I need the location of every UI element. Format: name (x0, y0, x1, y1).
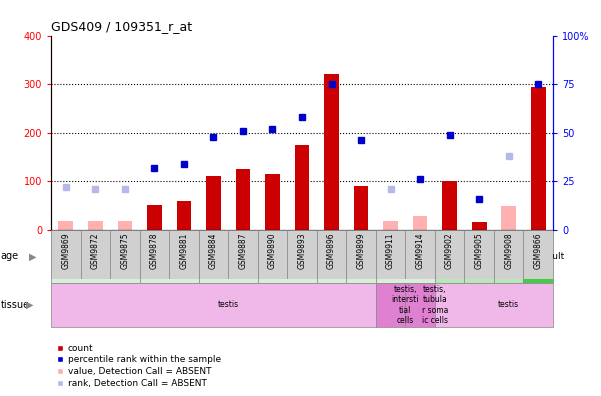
Bar (346, 230, 376, 283)
Text: GSM9890: GSM9890 (268, 232, 277, 269)
Text: GSM9875: GSM9875 (120, 232, 129, 269)
Text: GSM9893: GSM9893 (297, 232, 307, 269)
Bar (147, 206, 162, 230)
Bar (317, 230, 346, 283)
Bar (169, 230, 199, 279)
Text: 29
day: 29 day (515, 247, 532, 266)
Text: GSM9869: GSM9869 (61, 232, 70, 269)
Text: testis: testis (498, 301, 519, 309)
Text: GSM9866: GSM9866 (534, 232, 543, 269)
Bar (324, 74, 339, 230)
Text: GSM9905: GSM9905 (475, 232, 484, 269)
Text: adult: adult (542, 252, 564, 261)
Bar (376, 230, 435, 283)
Bar (376, 230, 405, 279)
Text: GSM9881: GSM9881 (180, 232, 189, 268)
Bar (139, 230, 169, 279)
Bar (353, 186, 368, 230)
Text: GSM9899: GSM9899 (356, 232, 365, 269)
Text: 1 day: 1 day (97, 252, 123, 261)
Bar (81, 230, 110, 279)
Bar (435, 230, 465, 279)
Bar (110, 230, 139, 279)
Text: 19 day: 19 day (404, 252, 436, 261)
Bar (199, 230, 258, 283)
Bar (51, 283, 376, 327)
Text: GSM9872: GSM9872 (91, 232, 100, 268)
Bar (531, 87, 546, 230)
Bar (58, 221, 73, 230)
Bar (494, 230, 523, 283)
Text: ▶: ▶ (29, 251, 36, 261)
Text: GSM9884: GSM9884 (209, 232, 218, 268)
Text: testis: testis (218, 301, 239, 309)
Bar (346, 230, 376, 279)
Bar (317, 230, 346, 279)
Text: 26
day: 26 day (486, 247, 502, 266)
Bar (435, 283, 553, 327)
Bar (88, 221, 103, 230)
Bar (465, 230, 494, 279)
Text: 14
day: 14 day (338, 247, 355, 266)
Text: GSM9911: GSM9911 (386, 232, 395, 268)
Text: 11 day: 11 day (287, 252, 317, 261)
Bar (51, 230, 81, 279)
Bar (51, 230, 139, 283)
Bar (199, 230, 228, 279)
Text: 4 day: 4 day (171, 252, 197, 261)
Bar (405, 230, 435, 279)
Bar (523, 230, 553, 283)
Text: ▶: ▶ (26, 300, 33, 310)
Bar (287, 230, 317, 279)
Bar (294, 145, 310, 230)
Bar (236, 169, 251, 230)
Bar (435, 230, 465, 283)
Bar (258, 230, 287, 279)
Bar (118, 221, 132, 230)
Bar (177, 200, 191, 230)
Text: age: age (1, 251, 19, 261)
Bar (265, 174, 280, 230)
Text: GSM9908: GSM9908 (504, 232, 513, 269)
Text: GDS409 / 109351_r_at: GDS409 / 109351_r_at (51, 20, 192, 33)
Bar (501, 206, 516, 230)
Bar (442, 181, 457, 230)
Bar (494, 230, 523, 279)
Text: GSM9902: GSM9902 (445, 232, 454, 269)
Text: tissue: tissue (1, 300, 29, 310)
Text: GSM9887: GSM9887 (239, 232, 248, 268)
Bar (413, 216, 427, 230)
Bar (472, 223, 486, 230)
Text: GSM9878: GSM9878 (150, 232, 159, 268)
Legend: count, percentile rank within the sample, value, Detection Call = ABSENT, rank, : count, percentile rank within the sample… (53, 340, 225, 392)
Text: GSM9914: GSM9914 (415, 232, 424, 269)
Bar (523, 230, 553, 279)
Bar (228, 230, 258, 279)
Bar (376, 283, 405, 327)
Bar (465, 230, 494, 283)
Text: 21
day: 21 day (456, 247, 472, 266)
Bar (405, 283, 435, 327)
Text: 18
day: 18 day (367, 247, 384, 266)
Bar (258, 230, 317, 283)
Bar (206, 176, 221, 230)
Text: testis,
tubula
r soma
ic cells: testis, tubula r soma ic cells (422, 285, 448, 325)
Text: testis,
intersti
tial
cells: testis, intersti tial cells (392, 285, 419, 325)
Bar (383, 221, 398, 230)
Text: GSM9896: GSM9896 (327, 232, 336, 269)
Bar (139, 230, 199, 283)
Text: 8 day: 8 day (230, 252, 255, 261)
